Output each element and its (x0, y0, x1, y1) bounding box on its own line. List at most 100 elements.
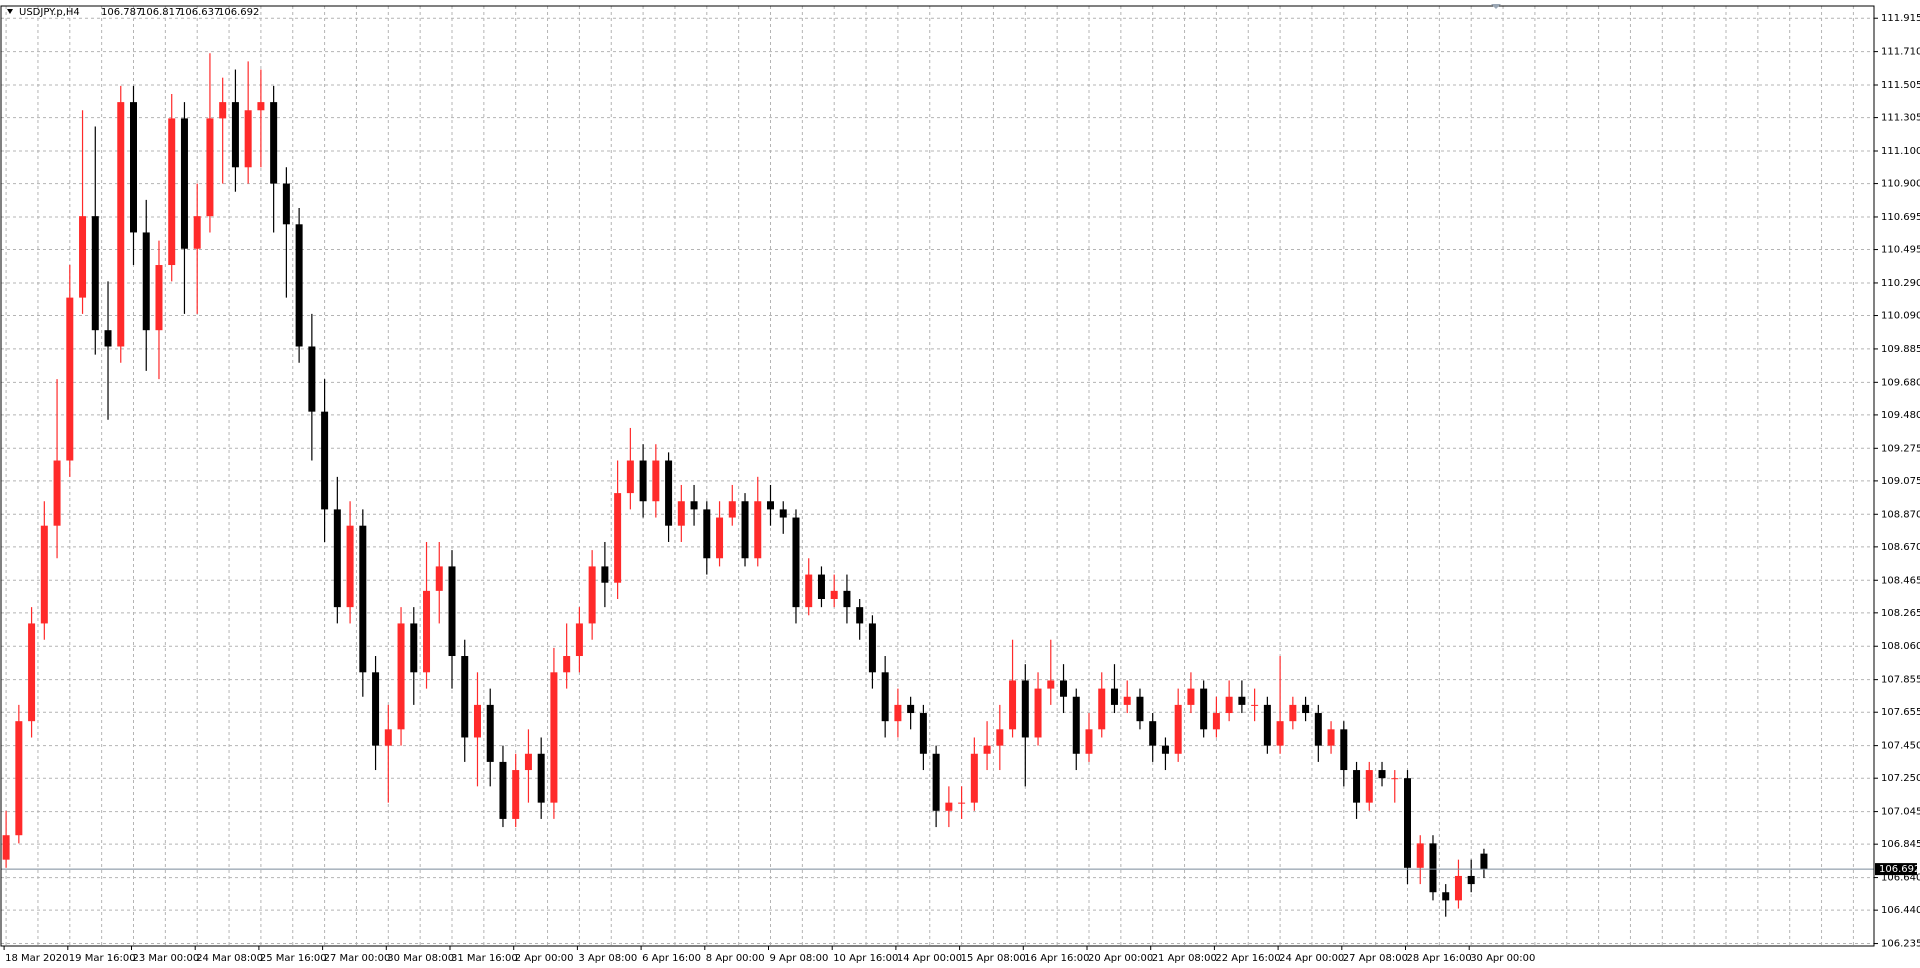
candle-body (728, 501, 736, 518)
candle-body (754, 501, 762, 559)
candle-body (1276, 721, 1284, 746)
candle-body (1174, 704, 1182, 754)
x-tick-label: 16 Apr 16:00 (1024, 953, 1089, 964)
x-tick-label: 25 Mar 16:00 (260, 953, 327, 964)
x-tick-label: 8 Apr 00:00 (706, 953, 765, 964)
candle-body (206, 118, 214, 217)
candle-body (1149, 721, 1157, 746)
y-tick-label: 109.275 (1881, 443, 1920, 454)
x-tick-label: 30 Mar 08:00 (387, 953, 454, 964)
candle-body (1085, 729, 1093, 754)
candle-body (28, 623, 36, 722)
y-tick-label: 107.450 (1881, 741, 1920, 752)
candle-body (423, 590, 431, 673)
candle-body (996, 729, 1004, 746)
y-tick-label: 109.680 (1881, 377, 1920, 388)
candle-body (1442, 892, 1450, 901)
candle-body (486, 704, 494, 762)
candle-body (907, 704, 915, 714)
candle-body (448, 566, 456, 657)
x-tick-label: 10 Apr 16:00 (833, 953, 898, 964)
y-tick-label: 108.465 (1881, 575, 1920, 586)
y-tick-label: 107.855 (1881, 675, 1920, 686)
candle-body (359, 525, 367, 673)
plot-frame (0, 5, 1875, 947)
candle-body (779, 509, 787, 518)
candle-body (372, 672, 380, 746)
candle-body (1404, 778, 1411, 868)
candle-body (15, 721, 23, 836)
candle-body (881, 672, 889, 722)
candle-body (219, 102, 227, 119)
candle-body (1327, 729, 1335, 746)
candle-body (282, 183, 290, 225)
candle-body (537, 753, 545, 803)
x-tick-label: 21 Apr 08:00 (1152, 953, 1217, 964)
open-value: 106.787 (101, 7, 142, 18)
candle-body (1302, 704, 1310, 714)
x-tick-label: 3 Apr 08:00 (578, 953, 637, 964)
candle-body (512, 770, 520, 819)
candle-body (575, 623, 583, 657)
x-tick-label: 24 Apr 00:00 (1279, 953, 1344, 964)
candle-body (397, 623, 405, 730)
candle-body (741, 501, 749, 559)
candle-body (1391, 778, 1399, 780)
candle-body (970, 753, 978, 803)
candle-body (1429, 843, 1437, 893)
candle-body (257, 102, 265, 111)
x-tick-label: 14 Apr 00:00 (897, 953, 962, 964)
y-tick-label: 106.440 (1881, 905, 1920, 916)
candle-body (1060, 680, 1068, 697)
candle-body (180, 118, 188, 249)
candle-body (346, 525, 354, 608)
candle-body (1200, 688, 1208, 730)
x-tick-label: 19 Mar 16:00 (69, 953, 136, 964)
candle-body (104, 330, 112, 347)
shift-marker (1491, 4, 1501, 9)
candle-body (473, 704, 481, 738)
candle-body (1314, 713, 1322, 746)
candle-body (91, 216, 99, 331)
candle-body (435, 566, 443, 591)
candle-body (410, 623, 418, 673)
x-tick-label: 18 Mar 2020 (5, 953, 68, 964)
candle-body (1289, 704, 1297, 722)
y-tick-label: 110.900 (1881, 179, 1920, 190)
y-tick-label: 110.090 (1881, 311, 1920, 322)
y-tick-label: 106.235 (1881, 939, 1920, 950)
candle-body (805, 574, 813, 608)
candle-body (894, 704, 902, 722)
candle-body (703, 509, 711, 559)
candle-body (958, 802, 966, 804)
candle-body (1225, 696, 1233, 714)
candle-body (677, 501, 685, 526)
y-tick-label: 109.075 (1881, 476, 1920, 487)
candle-body (856, 607, 864, 624)
axes: 106.235 106.440 106.640 106.845 107.045 107.2… (3, 13, 1920, 964)
candle-body (1454, 875, 1462, 901)
x-tick-label: 23 Mar 00:00 (133, 953, 200, 964)
candle-body (1365, 770, 1373, 803)
y-tick-label: 111.305 (1881, 113, 1920, 124)
candle-body (1136, 696, 1144, 722)
y-tick-label: 108.060 (1881, 641, 1920, 652)
high-value: 106.817 (140, 7, 181, 18)
candle-body (117, 102, 125, 347)
y-tick-label: 107.655 (1881, 707, 1920, 718)
y-tick-label: 110.290 (1881, 278, 1920, 289)
x-tick-label: 6 Apr 16:00 (642, 953, 701, 964)
y-tick-label: 107.045 (1881, 807, 1920, 818)
x-tick-label: 27 Apr 08:00 (1343, 953, 1408, 964)
current-price-tag (1875, 863, 1917, 876)
candle-body (1378, 770, 1386, 779)
candle-body (817, 574, 825, 599)
y-tick-label: 108.670 (1881, 542, 1920, 553)
low-value: 106.637 (179, 7, 220, 18)
candle-body (155, 265, 163, 331)
candle-body (716, 517, 724, 559)
y-tick-label: 109.480 (1881, 410, 1920, 421)
candle-body (588, 566, 596, 624)
candle-body (270, 102, 278, 184)
